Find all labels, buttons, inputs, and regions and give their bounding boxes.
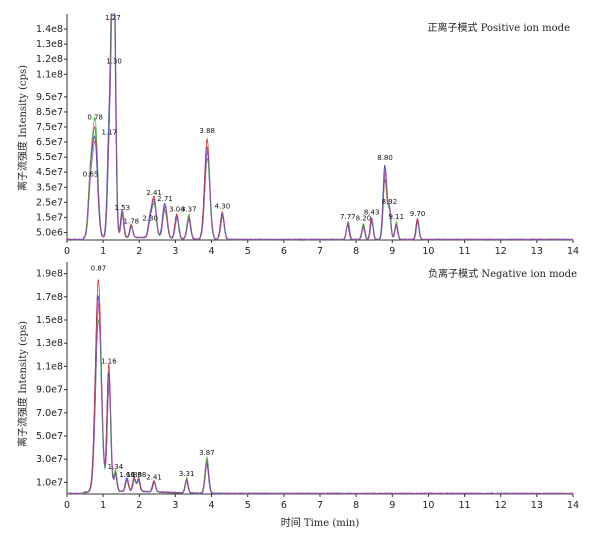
x-tick-label: 13 — [531, 500, 543, 511]
negative-mode-label: 负离子模式 Negative ion mode — [428, 267, 577, 280]
y-tick-label: 7.5e7 — [36, 122, 63, 133]
peak-label: 1.16 — [101, 357, 117, 365]
peak-label: 2.41 — [146, 473, 162, 481]
x-tick-label: 2 — [136, 500, 142, 511]
peak-label: 0.78 — [87, 113, 103, 121]
y-tick-label: 5.0e6 — [36, 227, 63, 238]
negative-mode-panel: 1.0e7 3.0e7 5.0e7 7.0e7 9.0e7 1.1e8 1.3e8 1.5e8… — [36, 262, 579, 511]
x-tick-label: 10 — [422, 500, 434, 511]
x-tick-label: 9 — [389, 500, 395, 511]
x-tick-label: 6 — [281, 500, 287, 511]
y-tick-label: 1.9e8 — [36, 269, 63, 280]
y-tick-label: 5.5e7 — [36, 152, 63, 163]
x-axis-title: 时间 Time (min) — [281, 516, 360, 529]
peak-label: 1.86 — [126, 471, 142, 479]
peak-label: 1.53 — [115, 204, 131, 212]
x-tick-label: 3 — [172, 500, 178, 511]
peak-label: 2.41 — [146, 189, 162, 197]
positive-mode-panel: 5.0e6 1.5e7 2.5e7 3.5e7 4.5e7 5.5e7 6.5e7 7.5e7… — [36, 13, 579, 257]
x-tick-label: 10 — [422, 246, 434, 257]
y-tick-label: 3.5e7 — [36, 182, 63, 193]
peak-label: 1.78 — [124, 217, 140, 225]
peak-label: 3.87 — [199, 449, 215, 457]
x-tick-label: 0 — [64, 500, 70, 511]
x-tick-label: 5 — [245, 500, 251, 511]
x-tick-label: 7 — [317, 246, 323, 257]
x-tick-label: 3 — [172, 246, 178, 257]
top-y-axis-title: 离子流强度 Intensity (cps) — [16, 65, 29, 191]
x-tick-label: 5 — [245, 246, 251, 257]
y-tick-label: 9.5e7 — [36, 92, 63, 103]
y-tick-label: 1.4e8 — [36, 24, 63, 35]
positive-mode-label: 正离子模式 Positive ion mode — [428, 21, 571, 34]
peak-label: 0.87 — [91, 265, 107, 273]
x-tick-label: 1 — [100, 500, 106, 511]
y-tick-label: 3.0e7 — [36, 454, 63, 465]
y-tick-label: 1.3e8 — [36, 338, 63, 349]
peak-label: 8.80 — [377, 154, 393, 162]
y-tick-label: 4.5e7 — [36, 167, 63, 178]
x-tick-label: 7 — [317, 500, 323, 511]
y-tick-label: 8.5e7 — [36, 107, 63, 118]
x-tick-label: 13 — [531, 246, 543, 257]
y-tick-label: 1.1e8 — [36, 361, 63, 372]
peak-label: 2.30 — [142, 214, 158, 222]
peak-label: 3.31 — [179, 470, 195, 478]
x-tick-label: 4 — [209, 246, 215, 257]
chromatogram-trace — [66, 303, 574, 496]
y-tick-label: 6.5e7 — [36, 137, 63, 148]
x-tick-label: 11 — [459, 500, 471, 511]
peak-label: 9.11 — [388, 213, 404, 221]
x-tick-label: 6 — [281, 246, 287, 257]
peak-label: 8.20 — [356, 214, 372, 222]
peak-label: 1.66 — [119, 471, 135, 479]
peak-label: 0.65 — [83, 171, 99, 179]
peak-label: 1.34 — [108, 463, 124, 471]
x-tick-label: 4 — [209, 500, 215, 511]
bottom-y-axis-title: 离子流强度 Intensity (cps) — [16, 321, 29, 447]
x-tick-label: 0 — [64, 246, 70, 257]
peak-label: 3.37 — [181, 205, 197, 213]
x-tick-label: 14 — [567, 500, 579, 511]
y-tick-label: 1.0e7 — [36, 477, 63, 488]
y-tick-label: 1.1e8 — [36, 69, 63, 80]
x-tick-label: 14 — [567, 246, 579, 257]
x-tick-label: 12 — [495, 246, 507, 257]
x-tick-label: 1 — [100, 246, 106, 257]
x-tick-label: 8 — [353, 246, 359, 257]
x-tick-label: 9 — [389, 246, 395, 257]
peak-label: 1.17 — [101, 129, 117, 137]
peak-label: 3.88 — [199, 127, 215, 135]
peak-label: 8.43 — [364, 208, 380, 216]
peak-label: 2.71 — [157, 195, 173, 203]
peak-label: 7.77 — [340, 213, 356, 221]
x-tick-label: 11 — [459, 246, 471, 257]
x-tick-label: 2 — [136, 246, 142, 257]
y-tick-label: 1.7e8 — [36, 292, 63, 303]
x-tick-label: 8 — [353, 500, 359, 511]
peak-label: 1.30 — [106, 58, 122, 66]
y-tick-label: 1.3e8 — [36, 39, 63, 50]
y-tick-label: 1.2e8 — [36, 54, 63, 65]
y-tick-label: 9.0e7 — [36, 385, 63, 396]
x-tick-label: 12 — [495, 500, 507, 511]
y-tick-label: 7.0e7 — [36, 408, 63, 419]
peak-label: 9.70 — [410, 210, 426, 218]
y-tick-label: 5.0e7 — [36, 431, 63, 442]
peak-label: 1.98 — [131, 471, 147, 479]
peak-label: 8.92 — [382, 198, 398, 206]
peak-label: 3.04 — [169, 205, 185, 213]
peak-label: 4.30 — [215, 202, 231, 210]
chromatogram-trace — [66, 13, 574, 242]
y-tick-label: 1.5e7 — [36, 212, 63, 223]
peak-label: 1.27 — [105, 14, 121, 22]
y-tick-label: 1.5e8 — [36, 315, 63, 326]
y-tick-label: 2.5e7 — [36, 197, 63, 208]
